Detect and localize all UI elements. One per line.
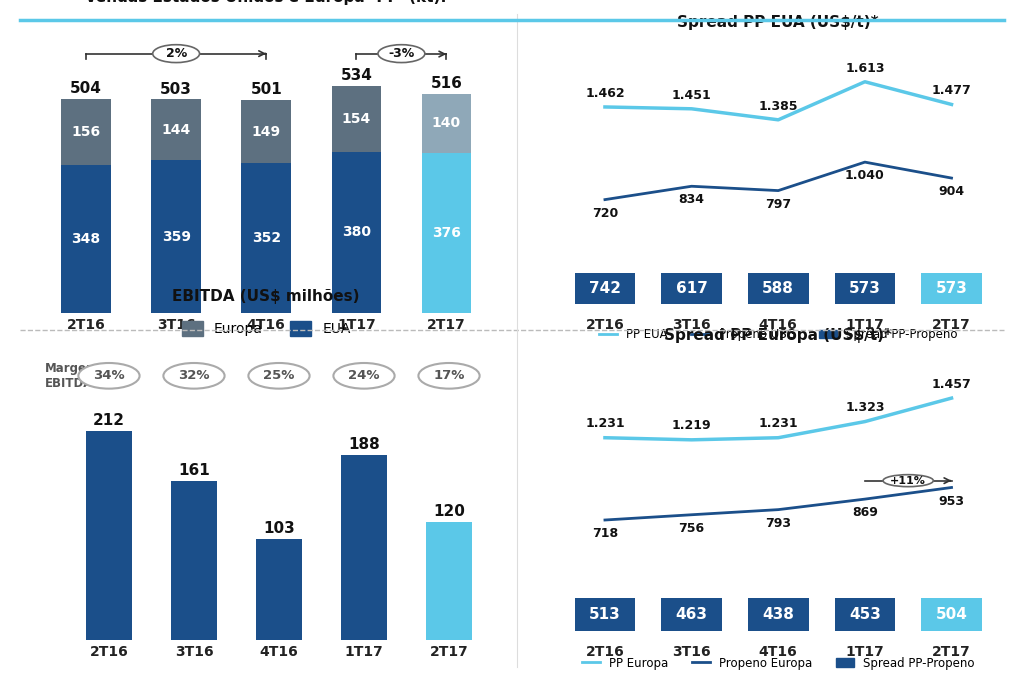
- Bar: [256, 539, 302, 640]
- Bar: [922, 273, 982, 304]
- Text: 161: 161: [178, 463, 210, 478]
- Text: 463: 463: [676, 607, 708, 622]
- Bar: [835, 598, 895, 631]
- Text: +11%: +11%: [890, 475, 926, 486]
- Text: 742: 742: [589, 281, 621, 296]
- Text: 720: 720: [592, 206, 618, 220]
- Text: 513: 513: [589, 607, 621, 622]
- Ellipse shape: [153, 45, 200, 63]
- Text: 348: 348: [72, 232, 100, 247]
- Text: 380: 380: [342, 225, 371, 240]
- Text: 352: 352: [252, 232, 281, 245]
- Bar: [422, 94, 471, 153]
- Text: 1.613: 1.613: [845, 62, 885, 75]
- Text: -3%: -3%: [388, 47, 415, 60]
- Text: 617: 617: [676, 281, 708, 296]
- Text: 504: 504: [936, 607, 968, 622]
- Bar: [426, 522, 472, 640]
- Ellipse shape: [419, 363, 479, 389]
- Text: 1.040: 1.040: [845, 169, 885, 182]
- Text: 503: 503: [160, 82, 193, 97]
- Text: 534: 534: [340, 68, 373, 84]
- Text: 144: 144: [162, 123, 190, 137]
- Text: 834: 834: [679, 193, 705, 206]
- Text: 869: 869: [852, 507, 878, 520]
- Text: 376: 376: [432, 226, 461, 240]
- Title: Spread PP Europa (US$/t)*: Spread PP Europa (US$/t)*: [665, 328, 892, 343]
- Text: 2%: 2%: [166, 47, 186, 60]
- Text: 188: 188: [348, 437, 380, 452]
- Text: 103: 103: [263, 520, 295, 535]
- Text: 501: 501: [250, 82, 283, 97]
- Bar: [171, 481, 217, 640]
- Text: 120: 120: [433, 504, 465, 519]
- Text: 32%: 32%: [178, 369, 210, 382]
- Text: 588: 588: [762, 281, 795, 296]
- Title: Spread PP EUA (US$/t)*: Spread PP EUA (US$/t)*: [678, 15, 879, 30]
- Text: 156: 156: [72, 125, 100, 139]
- Text: Margem
EBITDA: Margem EBITDA: [45, 362, 99, 390]
- Text: 154: 154: [342, 112, 371, 126]
- Bar: [61, 99, 111, 165]
- Text: 359: 359: [162, 230, 190, 244]
- Title: EBITDA (US$ milhões): EBITDA (US$ milhões): [172, 289, 360, 304]
- Text: 34%: 34%: [93, 369, 125, 382]
- Text: 573: 573: [849, 281, 881, 296]
- Text: 1.231: 1.231: [759, 417, 798, 430]
- Bar: [662, 598, 722, 631]
- Text: 1.457: 1.457: [932, 378, 972, 391]
- Text: 1.323: 1.323: [845, 401, 885, 414]
- Text: 1.462: 1.462: [585, 87, 625, 100]
- Bar: [61, 165, 111, 313]
- Text: 25%: 25%: [263, 369, 295, 382]
- Ellipse shape: [79, 363, 139, 389]
- Text: 1.477: 1.477: [932, 84, 972, 97]
- Bar: [574, 598, 635, 631]
- Bar: [748, 273, 809, 304]
- Legend: PP EUA, Propeno USG, Spread PP-Propeno: PP EUA, Propeno USG, Spread PP-Propeno: [594, 323, 963, 345]
- Bar: [332, 152, 381, 313]
- Text: 1.219: 1.219: [672, 419, 712, 432]
- Text: 24%: 24%: [348, 369, 380, 382]
- Text: 573: 573: [936, 281, 968, 296]
- Text: 904: 904: [938, 185, 965, 198]
- Bar: [662, 273, 722, 304]
- Text: 453: 453: [849, 607, 881, 622]
- Text: 718: 718: [592, 527, 618, 541]
- Text: 140: 140: [432, 116, 461, 131]
- Bar: [86, 431, 132, 640]
- Bar: [152, 99, 201, 161]
- Text: 1.451: 1.451: [672, 89, 712, 101]
- Bar: [748, 598, 809, 631]
- Bar: [242, 100, 291, 163]
- Ellipse shape: [334, 363, 394, 389]
- Text: 756: 756: [679, 522, 705, 535]
- Title: Vendas Estados Unidos e Europa- PP  (kt):: Vendas Estados Unidos e Europa- PP (kt):: [85, 0, 447, 5]
- Text: 516: 516: [430, 76, 463, 91]
- Bar: [422, 153, 471, 313]
- Bar: [574, 273, 635, 304]
- Text: 504: 504: [70, 81, 102, 96]
- Text: 797: 797: [765, 197, 792, 210]
- Text: 793: 793: [765, 517, 792, 530]
- Bar: [332, 86, 381, 152]
- Text: 212: 212: [93, 413, 125, 428]
- Text: 1.231: 1.231: [585, 417, 625, 430]
- Text: 17%: 17%: [433, 369, 465, 382]
- Text: 953: 953: [939, 495, 965, 508]
- Text: 1.385: 1.385: [759, 100, 798, 113]
- Bar: [341, 455, 387, 640]
- Text: 149: 149: [252, 125, 281, 139]
- Bar: [922, 598, 982, 631]
- Bar: [152, 161, 201, 313]
- Legend: PP Europa, Propeno Europa, Spread PP-Propeno: PP Europa, Propeno Europa, Spread PP-Pro…: [578, 652, 979, 674]
- Bar: [835, 273, 895, 304]
- Bar: [242, 163, 291, 313]
- Ellipse shape: [883, 475, 933, 487]
- Legend: Europa, EUA: Europa, EUA: [176, 316, 356, 342]
- Ellipse shape: [378, 45, 425, 63]
- Ellipse shape: [249, 363, 309, 389]
- Text: 438: 438: [762, 607, 795, 622]
- Ellipse shape: [164, 363, 224, 389]
